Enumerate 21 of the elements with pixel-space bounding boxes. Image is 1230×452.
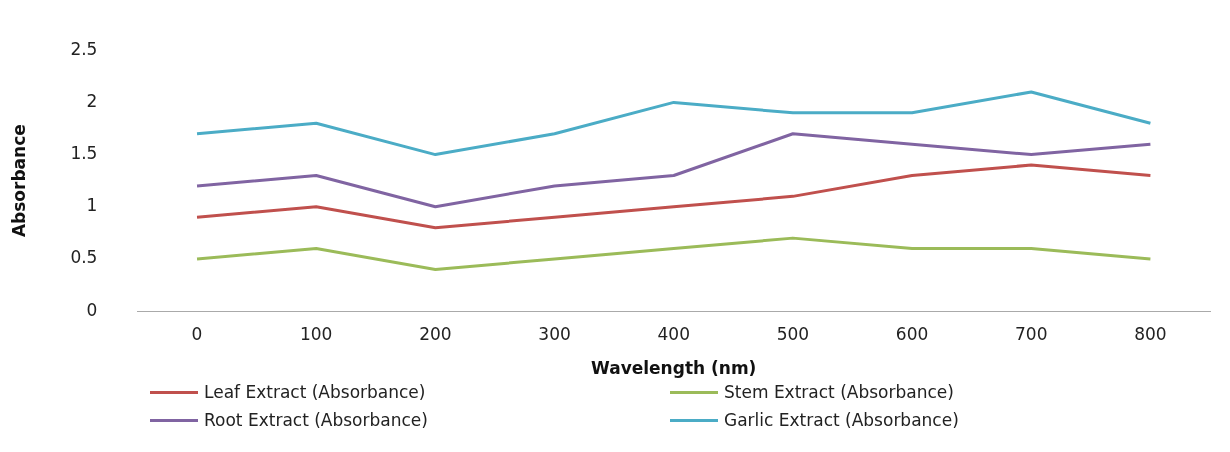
y-tick-label: 1.5 xyxy=(70,143,98,164)
x-tick-label: 300 xyxy=(538,323,571,344)
y-tick-label: 1 xyxy=(86,195,98,216)
legend-label: Root Extract (Absorbance) xyxy=(204,410,428,430)
x-tick-label: 400 xyxy=(657,323,690,344)
y-tick-label: 2 xyxy=(86,90,98,111)
legend-label: Stem Extract (Absorbance) xyxy=(724,382,954,402)
x-tick-label: 600 xyxy=(895,323,929,344)
x-tick-label: 0 xyxy=(191,323,203,344)
y-axis-title: Absorbance xyxy=(8,124,29,238)
y-tick-label: 0 xyxy=(86,299,98,320)
x-tick-label: 200 xyxy=(419,323,452,344)
legend-label: Leaf Extract (Absorbance) xyxy=(204,382,426,402)
x-tick-label: 100 xyxy=(299,323,333,344)
legend-label: Garlic Extract (Absorbance) xyxy=(724,410,959,430)
y-tick-label: 2.5 xyxy=(70,38,98,59)
x-axis-title: Wavelength (nm) xyxy=(591,358,757,379)
y-tick-label: 0.5 xyxy=(70,247,98,268)
x-tick-label: 500 xyxy=(776,323,810,344)
x-tick-label: 800 xyxy=(1134,323,1167,344)
x-tick-label: 700 xyxy=(1015,323,1048,344)
